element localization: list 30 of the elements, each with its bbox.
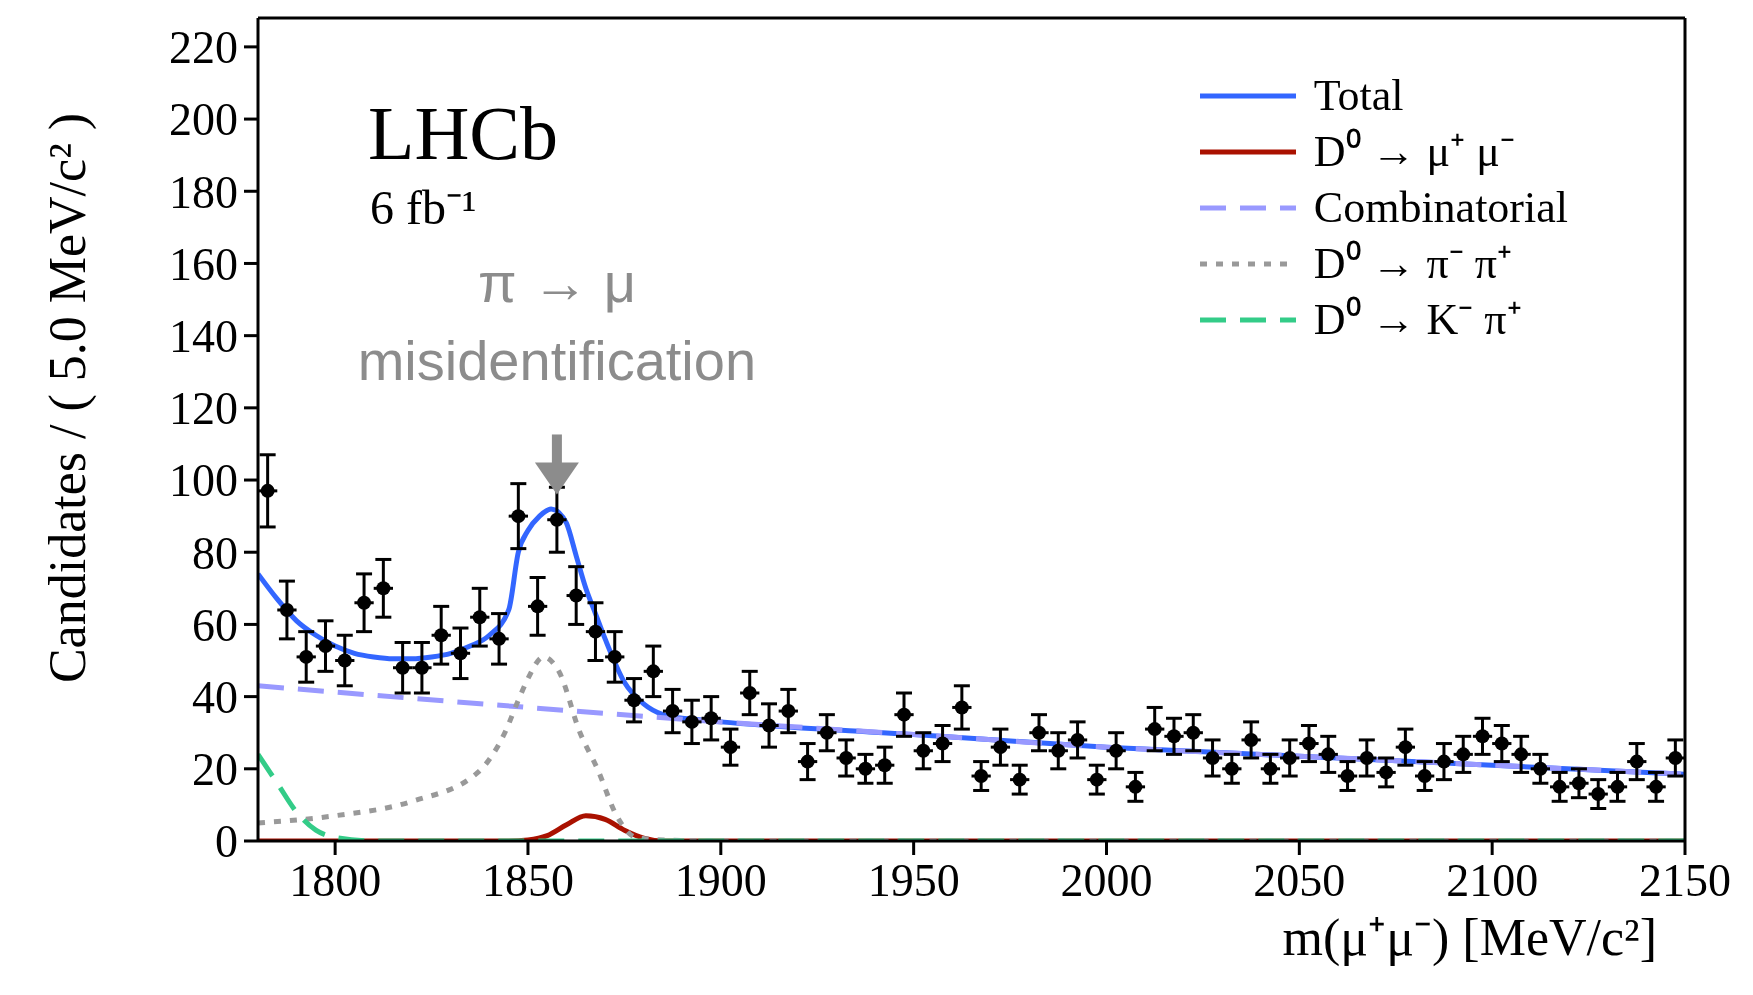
y-tick-label: 100 bbox=[169, 455, 238, 507]
x-tick-label: 1950 bbox=[867, 854, 960, 906]
y-tick-label: 200 bbox=[169, 94, 238, 146]
y-tick-label: 20 bbox=[192, 744, 238, 796]
x-tick-label: 2150 bbox=[1639, 854, 1731, 906]
y-tick-label: 80 bbox=[192, 527, 238, 579]
y-axis-title: Candidates / ( 5.0 MeV/c² ) bbox=[38, 112, 97, 684]
legend-label: D⁰ → K⁻ π⁺ bbox=[1313, 294, 1522, 346]
y-tick-label: 220 bbox=[169, 22, 238, 74]
annotation: π → μ misidentification bbox=[356, 250, 758, 395]
x-axis-title: m(μ⁺μ⁻) [MeV/c²] bbox=[1282, 909, 1657, 967]
y-tick-label: 40 bbox=[192, 671, 238, 723]
y-tick-label: 120 bbox=[169, 383, 238, 435]
legend-label: Combinatorial bbox=[1313, 182, 1568, 234]
x-tick-label: 1850 bbox=[481, 854, 574, 906]
y-tick-label: 180 bbox=[169, 166, 238, 218]
legend-label: D⁰ → π⁻ π⁺ bbox=[1313, 238, 1513, 290]
x-tick-label: 1900 bbox=[674, 854, 767, 906]
x-tick-label: 2000 bbox=[1060, 854, 1153, 906]
x-tick-label: 1800 bbox=[289, 854, 382, 906]
x-tick-label: 2050 bbox=[1253, 854, 1346, 906]
annotation: 6 fb⁻¹ bbox=[370, 180, 478, 236]
annotation: LHCb bbox=[368, 90, 558, 177]
legend-label: Total bbox=[1313, 70, 1404, 122]
y-tick-label: 140 bbox=[169, 310, 238, 362]
y-tick-label: 160 bbox=[169, 238, 238, 290]
y-tick-label: 0 bbox=[215, 816, 238, 868]
x-tick-label: 2100 bbox=[1446, 854, 1539, 906]
legend-label: D⁰ → μ⁺ μ⁻ bbox=[1313, 126, 1515, 178]
y-tick-label: 60 bbox=[192, 599, 238, 651]
